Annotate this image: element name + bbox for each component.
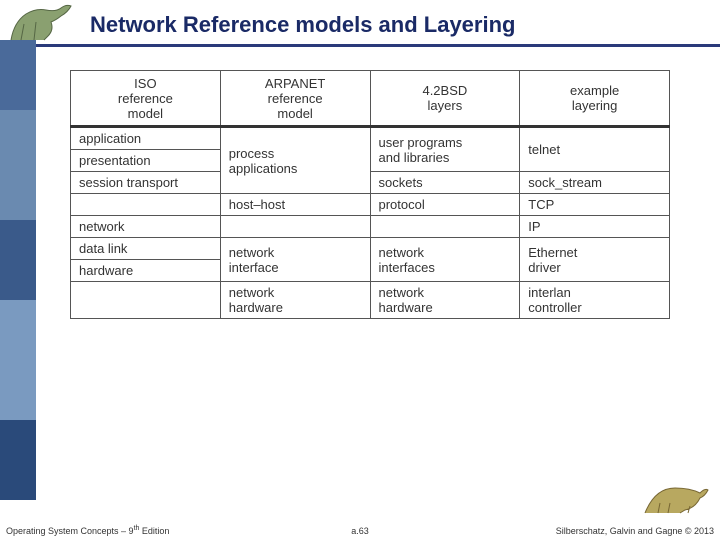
layering-table: ISOreferencemodelARPANETreferencemodel4.… <box>70 70 670 319</box>
table-cell: application <box>71 127 221 150</box>
table-cell: sock_stream <box>520 172 670 194</box>
table-cell: hardware <box>71 260 221 282</box>
table-cell <box>71 194 221 216</box>
table-cell: host–host <box>220 194 370 216</box>
table-cell: TCP <box>520 194 670 216</box>
table-header: ARPANETreferencemodel <box>220 71 370 127</box>
title-underline <box>36 44 720 47</box>
table-header: 4.2BSDlayers <box>370 71 520 127</box>
dinosaur-top-icon <box>6 2 76 44</box>
table-cell: interlancontroller <box>520 282 670 319</box>
table-cell: data link <box>71 238 221 260</box>
table-cell: session transport <box>71 172 221 194</box>
dinosaur-bottom-icon <box>640 478 710 518</box>
table-cell <box>71 282 221 319</box>
table-cell <box>370 216 520 238</box>
table-cell: telnet <box>520 127 670 172</box>
table-cell: presentation <box>71 150 221 172</box>
table-cell: networkinterfaces <box>370 238 520 282</box>
footer-copyright: Silberschatz, Galvin and Gagne © 2013 <box>556 526 714 536</box>
table-cell: networkhardware <box>220 282 370 319</box>
table-cell <box>220 216 370 238</box>
table-cell: IP <box>520 216 670 238</box>
table-cell: sockets <box>370 172 520 194</box>
table-header: examplelayering <box>520 71 670 127</box>
table-cell: networkinterface <box>220 238 370 282</box>
sidebar-accent <box>0 40 36 500</box>
footer-page-number: a.63 <box>351 526 369 536</box>
slide-title: Network Reference models and Layering <box>90 12 515 38</box>
table-cell: network <box>71 216 221 238</box>
table-cell: networkhardware <box>370 282 520 319</box>
table-cell: Ethernetdriver <box>520 238 670 282</box>
table-cell: user programsand libraries <box>370 127 520 172</box>
table-cell: protocol <box>370 194 520 216</box>
slide-footer: Operating System Concepts – 9th Edition … <box>6 516 714 536</box>
table-cell: processapplications <box>220 127 370 194</box>
footer-left: Operating System Concepts – 9th Edition <box>6 525 169 536</box>
table-header: ISOreferencemodel <box>71 71 221 127</box>
